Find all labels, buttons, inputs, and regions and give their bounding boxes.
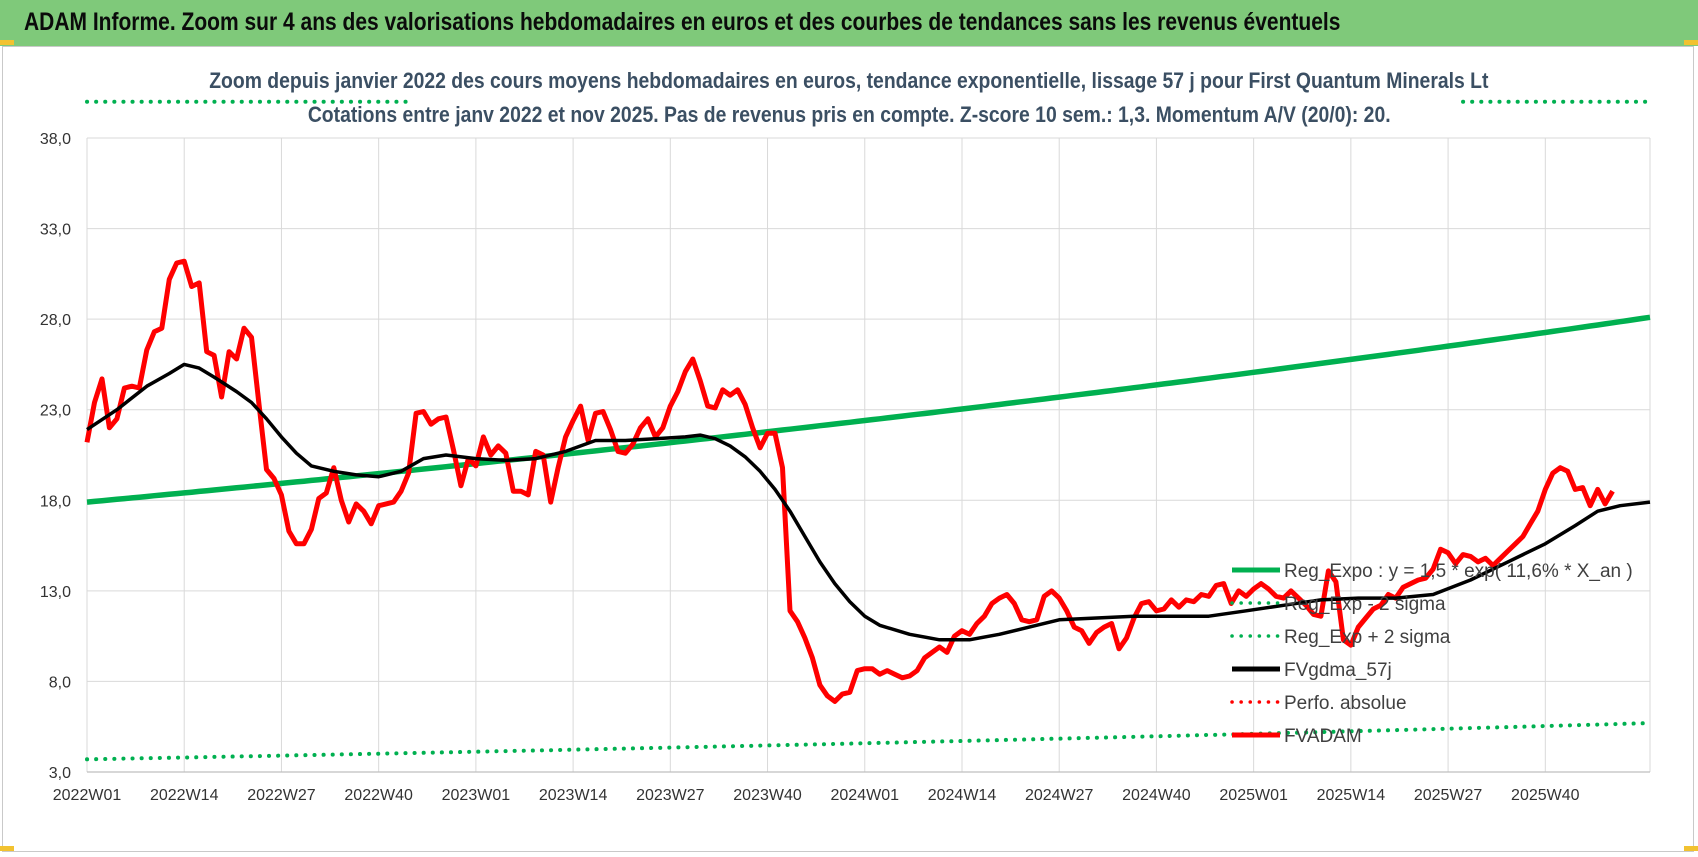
x-tick-label: 2024W40 [1122,787,1191,804]
x-tick-label: 2022W40 [344,787,413,804]
legend-label: Reg_Expo : y = 1,5 * exp( 11,6% * X_an ) [1284,561,1633,582]
x-tick-label: 2025W01 [1219,787,1288,804]
fvadam-line [84,258,1615,704]
legend-label: FVgdma_57j [1284,660,1392,681]
chart-subtitle: Cotations entre janv 2022 et nov 2025. P… [307,102,1391,127]
grid-lines [86,137,1651,773]
legend-label: Reg_Exp + 2 sigma [1284,627,1451,648]
y-tick-label: 3,0 [49,765,71,782]
y-axis-ticks: 3,0 8,0 13,0 18,0 23,0 28,0 33,0 38,0 [40,131,71,782]
x-tick-label: 2024W01 [831,787,900,804]
x-tick-label: 2023W01 [442,787,511,804]
x-axis-ticks: 2022W01 2022W14 2022W27 2022W40 2023W01 2023W… [53,787,1580,804]
legend-label: FVADAM [1284,726,1362,747]
legend-label: Perfo. absolue [1284,693,1407,714]
x-tick-label: 2023W14 [539,787,608,804]
series-lines [84,99,1652,762]
x-tick-label: 2022W01 [53,787,122,804]
x-tick-label: 2025W40 [1511,787,1580,804]
frame-corner-bottom-left [0,846,14,851]
title-banner: ADAM Informe. Zoom sur 4 ans des valoris… [0,0,1698,46]
y-tick-label: 18,0 [40,493,71,510]
x-tick-label: 2023W40 [733,787,802,804]
chart-title: Zoom depuis janvier 2022 des cours moyen… [209,68,1489,93]
x-tick-label: 2022W27 [247,787,316,804]
x-tick-label: 2024W27 [1025,787,1094,804]
y-tick-label: 23,0 [40,403,71,420]
y-tick-label: 28,0 [40,312,71,329]
reg-minus-2sigma-line [85,721,1652,762]
chart-frame [2,46,1694,852]
y-tick-label: 33,0 [40,222,71,239]
legend-label: Reg_Exp - 2 sigma [1284,594,1446,615]
x-tick-label: 2025W14 [1317,787,1386,804]
y-tick-label: 38,0 [40,131,71,148]
y-tick-label: 13,0 [40,584,71,601]
reg-expo-line [86,314,1651,505]
frame-corner-left [0,40,14,45]
x-tick-label: 2024W14 [928,787,997,804]
x-tick-label: 2023W27 [636,787,705,804]
x-tick-label: 2025W27 [1414,787,1483,804]
chart-title-block: Zoom depuis janvier 2022 des cours moyen… [0,64,1698,132]
frame-corner-bottom-right [1684,846,1698,851]
fvgdma-line [86,362,1651,642]
frame-corner-right [1684,40,1698,45]
legend: Reg_Expo : y = 1,5 * exp( 11,6% * X_an )… [1230,561,1633,747]
banner-title: ADAM Informe. Zoom sur 4 ans des valoris… [24,8,1341,36]
y-tick-label: 8,0 [49,674,71,691]
x-tick-label: 2022W14 [150,787,219,804]
